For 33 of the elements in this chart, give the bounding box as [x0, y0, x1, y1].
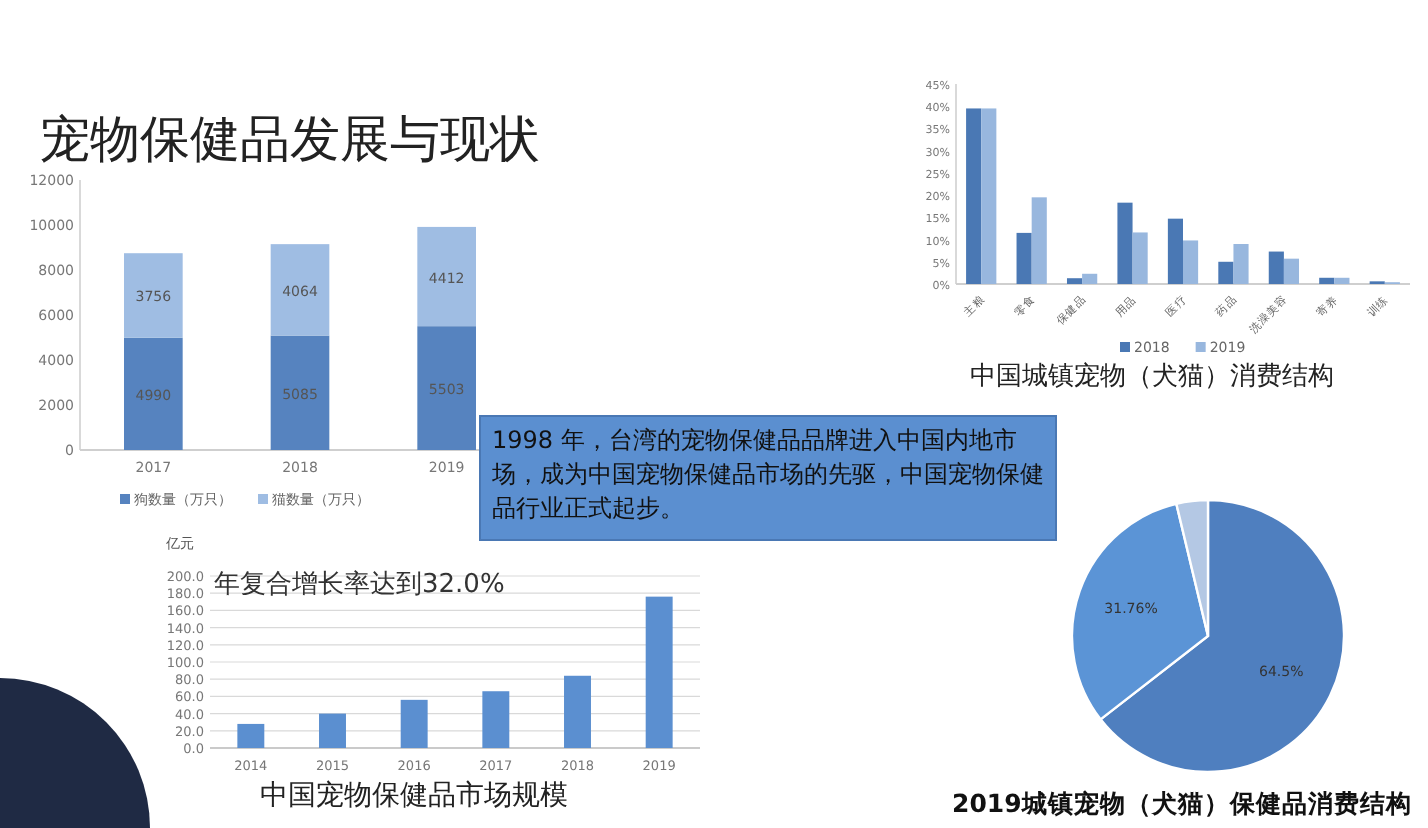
bar — [1218, 261, 1234, 284]
bar — [981, 108, 997, 284]
bar — [1082, 273, 1098, 284]
bar — [417, 226, 476, 327]
bar — [564, 675, 591, 748]
annotation: 年复合增长率达到32.0% — [214, 568, 505, 600]
bar — [1167, 218, 1183, 284]
bar — [1183, 240, 1199, 284]
bar — [270, 244, 330, 336]
text: 2019城镇宠物（犬猫）保健品消费结构 — [952, 788, 1412, 818]
bar — [319, 713, 346, 748]
bar — [1268, 251, 1284, 284]
bar — [1066, 278, 1083, 284]
bar — [966, 108, 982, 284]
bar — [237, 723, 265, 748]
bar — [400, 699, 428, 748]
bar — [1117, 202, 1133, 284]
bar — [124, 337, 183, 450]
text: 中国城镇宠物（犬猫）消费结构 — [970, 362, 1334, 392]
bar — [645, 596, 673, 748]
bar — [1319, 277, 1335, 284]
annotation: 1998 年，台湾的宠物保健品品牌进入中国内地市场，成为中国宠物保健品市场的先驱，中国宠物保健品行业正式起步。 — [492, 424, 1044, 526]
bar — [482, 691, 510, 748]
bar — [1334, 277, 1350, 284]
bar — [1233, 244, 1249, 284]
bar — [1132, 232, 1148, 284]
bar — [1031, 197, 1047, 284]
text: 宠物保健品发展与现状 — [40, 110, 540, 168]
bar — [1283, 258, 1300, 284]
text: 中国宠物保健品市场规模 — [260, 780, 568, 812]
bar — [1016, 232, 1032, 284]
bar — [124, 253, 183, 338]
bar — [270, 335, 330, 450]
